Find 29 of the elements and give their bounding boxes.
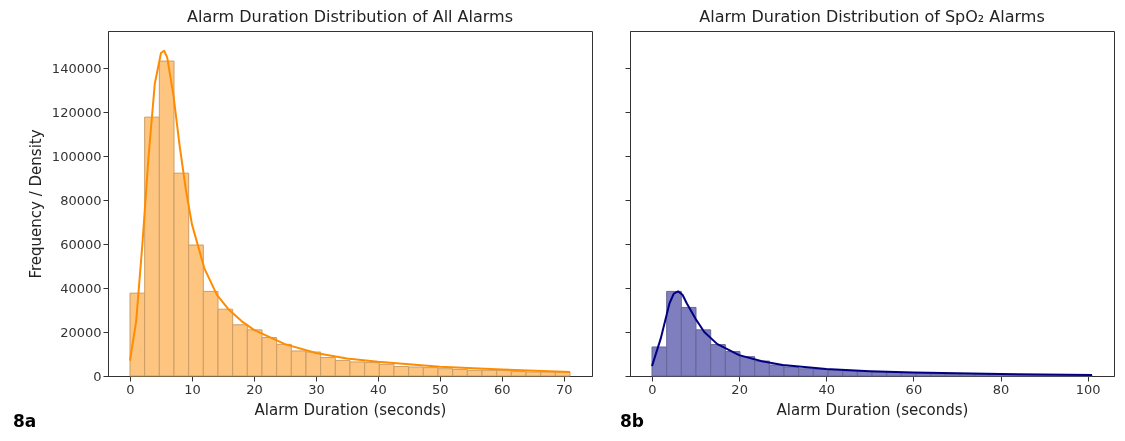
chart-title: Alarm Duration Distribution of All Alarms — [186, 7, 514, 26]
y-tick-label: 100000 — [51, 148, 102, 164]
x-tick-label: 10 — [184, 381, 201, 397]
x-tick-label: 70 — [556, 381, 573, 397]
y-tick-label: 40000 — [60, 280, 102, 296]
x-tick-label: 40 — [370, 381, 387, 397]
x-axis-title: Alarm Duration (seconds) — [776, 400, 969, 419]
y-tick-label: 140000 — [51, 60, 102, 76]
x-tick-label: 50 — [432, 381, 449, 397]
y-tick-label: 120000 — [51, 104, 102, 120]
x-tick-label: 60 — [905, 381, 923, 397]
x-tick-label: 60 — [494, 381, 511, 397]
y-tick-label: 0 — [93, 368, 102, 384]
chart-title: Alarm Duration Distribution of SpO₂ Alarms — [699, 7, 1045, 26]
x-tick-label: 100 — [1075, 381, 1101, 397]
x-tick-label: 20 — [731, 381, 748, 397]
text: 8a — [13, 411, 37, 431]
x-tick-label: 40 — [818, 381, 836, 397]
text: 8b — [620, 411, 644, 431]
y-tick-label: 20000 — [60, 324, 102, 340]
x-tick-label: 0 — [648, 381, 657, 397]
y-axis-title: Frequency / Density — [26, 129, 45, 279]
y-tick-label: 80000 — [60, 192, 102, 208]
x-axis-title: Alarm Duration (seconds) — [254, 400, 447, 419]
x-tick-label: 20 — [246, 381, 263, 397]
y-tick-label: 60000 — [60, 236, 102, 252]
x-tick-label: 30 — [308, 381, 325, 397]
x-tick-label: 0 — [126, 381, 135, 397]
x-tick-label: 80 — [992, 381, 1010, 397]
